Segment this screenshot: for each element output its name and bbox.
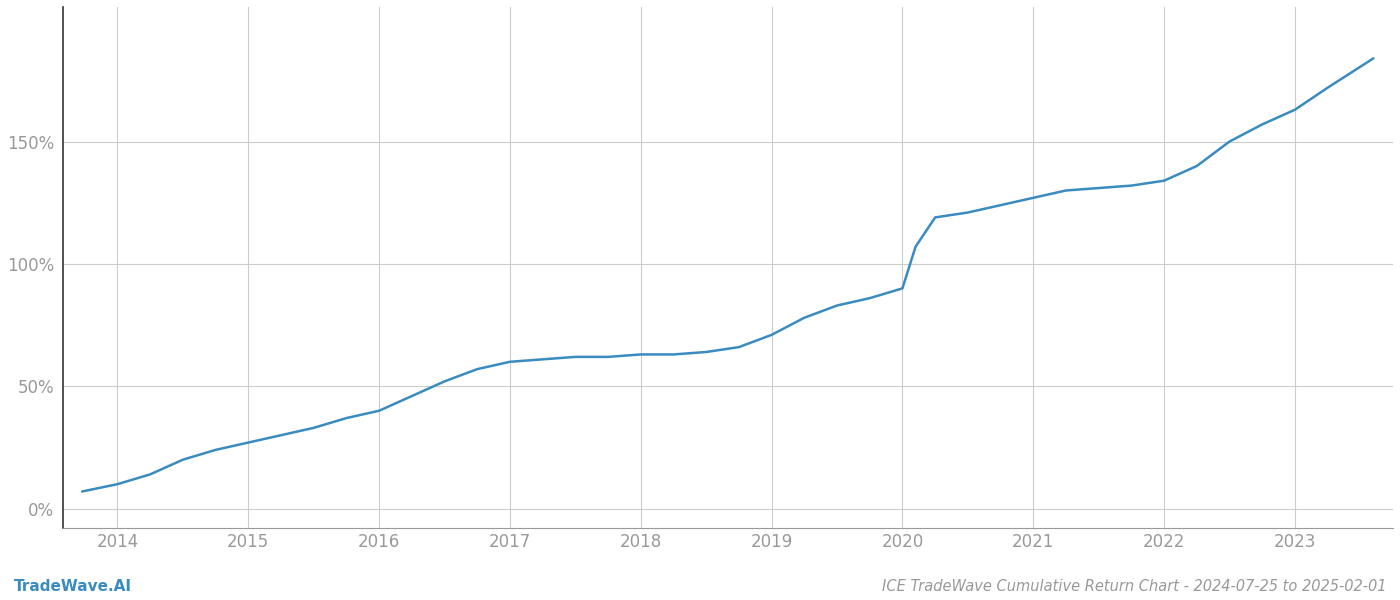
Text: ICE TradeWave Cumulative Return Chart - 2024-07-25 to 2025-02-01: ICE TradeWave Cumulative Return Chart - … bbox=[882, 579, 1386, 594]
Text: TradeWave.AI: TradeWave.AI bbox=[14, 579, 132, 594]
